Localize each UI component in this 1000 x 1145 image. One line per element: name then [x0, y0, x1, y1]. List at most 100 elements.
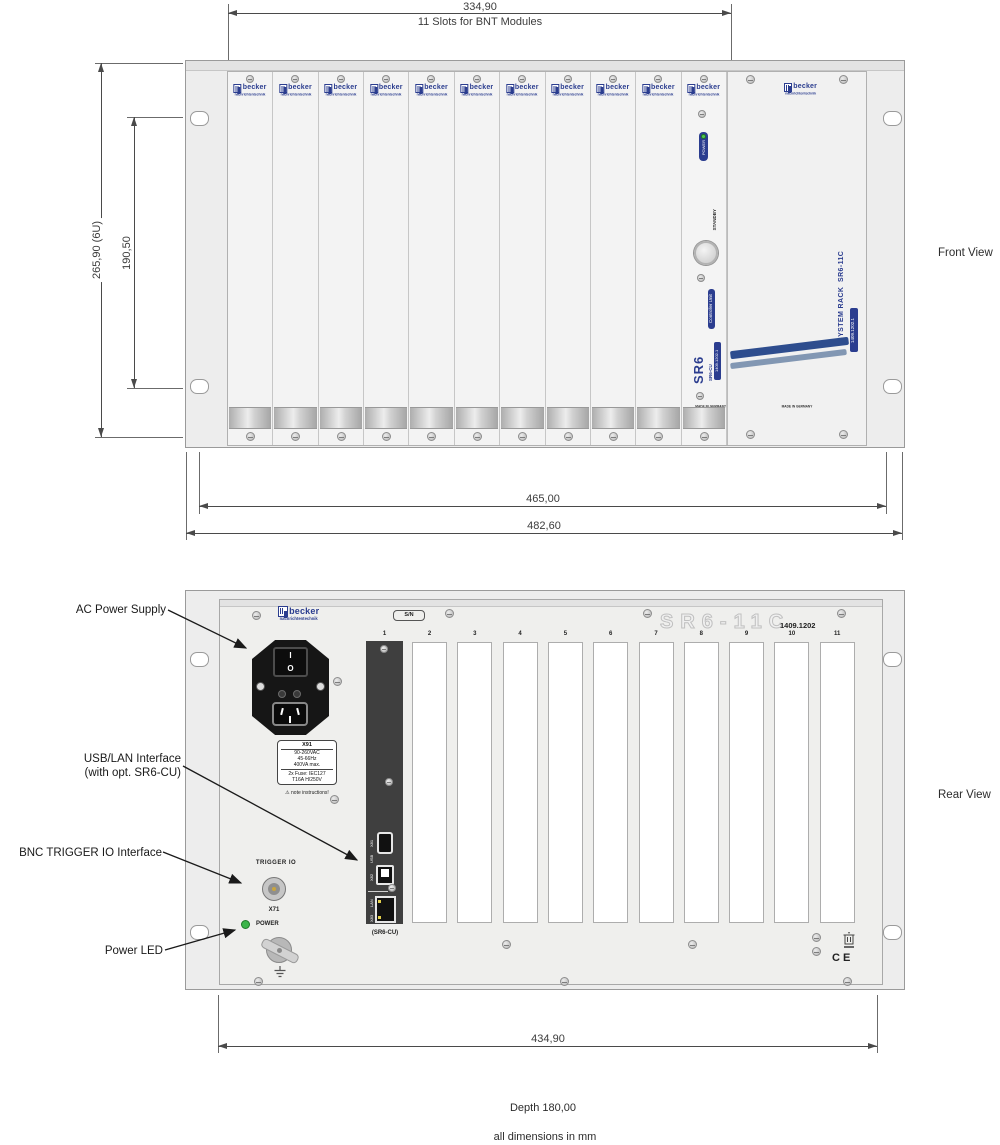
front-view-label: Front View — [938, 247, 993, 259]
rear-slot-7 — [638, 642, 674, 923]
module-handle — [319, 407, 363, 429]
fuse-holder-icon — [293, 690, 301, 698]
rear-panel: becker nachrichtentechnik S/N SR6-11C 14… — [219, 599, 883, 986]
screw-icon — [291, 432, 301, 441]
extension-line — [199, 452, 200, 514]
lan-port-label: X83 — [369, 914, 374, 922]
slot-number: 8 — [699, 631, 703, 637]
extension-line — [877, 995, 878, 1053]
becker-logo: becker nachrichtentechnik — [279, 84, 312, 97]
module-handle — [501, 407, 544, 429]
ethernet-port — [375, 896, 396, 923]
brand-waveform-icon — [642, 84, 651, 94]
screw-icon — [643, 609, 652, 618]
screw-icon — [380, 645, 388, 653]
slot-number: 6 — [609, 631, 613, 637]
lan-label: LAN — [369, 899, 374, 907]
rear-slot-11 — [819, 642, 855, 923]
usb-a-port-label: X81 — [369, 839, 374, 847]
usb-b-port-label: X82 — [369, 873, 374, 881]
divider — [281, 769, 333, 770]
extension-line — [218, 995, 219, 1053]
part-number-badge: 1409.1202.1 — [713, 342, 721, 380]
screw-icon — [608, 432, 618, 441]
sr6-cu-rear-slot: X81 USB X82 LAN X83 — [366, 641, 403, 924]
inlet-pin — [280, 707, 284, 716]
module-handle — [274, 407, 317, 429]
callout-bnc-trigger: BNC TRIGGER IO Interface — [19, 847, 162, 859]
dimension-line-334-90 — [228, 10, 731, 16]
usb-b-port — [376, 865, 394, 885]
screw-icon — [654, 432, 664, 441]
screw-icon — [472, 432, 482, 441]
screw-icon — [746, 75, 755, 84]
brand-waveform-icon — [505, 84, 514, 94]
dimension-line-434-90 — [218, 1043, 877, 1049]
depth-note: Depth 180,00 — [509, 1102, 577, 1114]
screw-icon — [654, 75, 663, 83]
mounting-hole — [883, 652, 902, 667]
extension-line — [127, 388, 183, 389]
becker-logo: becker nachrichtentechnik — [415, 84, 448, 97]
top-rail — [186, 61, 904, 71]
screw-icon — [316, 682, 325, 691]
made-in-germany-text: MADE IN GERMANY — [781, 404, 813, 409]
extension-line — [95, 63, 183, 64]
inlet-pin — [289, 716, 291, 723]
screw-icon — [256, 682, 265, 691]
screw-icon — [812, 933, 821, 942]
screw-icon — [427, 432, 437, 441]
front-module-slot-8: becker nachrichtentechnik — [545, 72, 591, 445]
callout-ac-power-supply: AC Power Supply — [75, 604, 166, 616]
extension-line — [886, 452, 887, 514]
brand-waveform-icon — [278, 606, 289, 618]
extension-line — [228, 4, 229, 60]
rear-view-drawing: becker nachrichtentechnik S/N SR6-11C 14… — [185, 590, 905, 990]
rear-slot-4 — [502, 642, 538, 923]
becker-logo: becker nachrichtentechnik — [233, 84, 267, 97]
switch-off-mark: O — [287, 663, 294, 673]
screw-icon — [254, 977, 263, 986]
rear-slot-2 — [412, 642, 447, 923]
module-bay: becker nachrichtentechnik POWER STANDBY … — [227, 71, 867, 446]
becker-logo: becker nachrichtentechnik — [369, 84, 403, 97]
screw-icon — [336, 432, 346, 441]
part-number-badge: 1409.1202.1 — [850, 308, 858, 352]
sr6-model-text: SR6 — [690, 355, 706, 384]
front-module-slot-9: becker nachrichtentechnik — [590, 72, 637, 445]
screw-icon — [502, 940, 511, 949]
usb-a-port — [377, 832, 393, 854]
becker-logo: becker nachrichtentechnik — [460, 84, 494, 97]
front-module-slot-5: becker nachrichtentechnik — [409, 72, 455, 445]
becker-logo: becker nachrichtentechnik — [784, 83, 818, 96]
dim-482-60-label: 482,60 — [524, 520, 564, 532]
power-led-icon — [241, 920, 250, 929]
screw-icon — [427, 75, 436, 83]
dim-465-00-label: 465,00 — [523, 493, 563, 505]
screw-icon — [252, 611, 261, 620]
brand-waveform-icon — [233, 84, 242, 94]
screw-icon — [837, 609, 846, 618]
power-switch: I O — [273, 647, 308, 677]
rear-model-text: SR6-11C — [659, 611, 791, 634]
extension-line — [186, 452, 187, 540]
inlet-pin — [296, 707, 300, 716]
extension-line — [127, 117, 183, 118]
rear-slot-10 — [774, 642, 810, 923]
slots-caption: 11 Slots for BNT Modules — [414, 16, 546, 28]
dim-190-50-label: 190,50 — [121, 233, 133, 273]
screw-icon — [563, 432, 573, 441]
controller-module-sr6-cu: becker nachrichtentechnik POWER STANDBY … — [681, 72, 727, 445]
switch-on-mark: I — [289, 650, 292, 660]
front-slot-area: becker nachrichtentechnik POWER STANDBY … — [228, 72, 866, 445]
standby-button — [693, 241, 718, 265]
rear-slot-8 — [683, 642, 719, 923]
mounting-hole — [883, 111, 902, 126]
brand-waveform-icon — [551, 84, 560, 94]
mounting-hole — [883, 925, 902, 940]
divider — [368, 891, 388, 892]
module-handle — [546, 407, 589, 429]
system-rack-text: SYSTEM RACK SR6-11C — [838, 250, 845, 342]
rear-slot-6 — [593, 642, 629, 923]
screw-icon — [333, 677, 342, 686]
